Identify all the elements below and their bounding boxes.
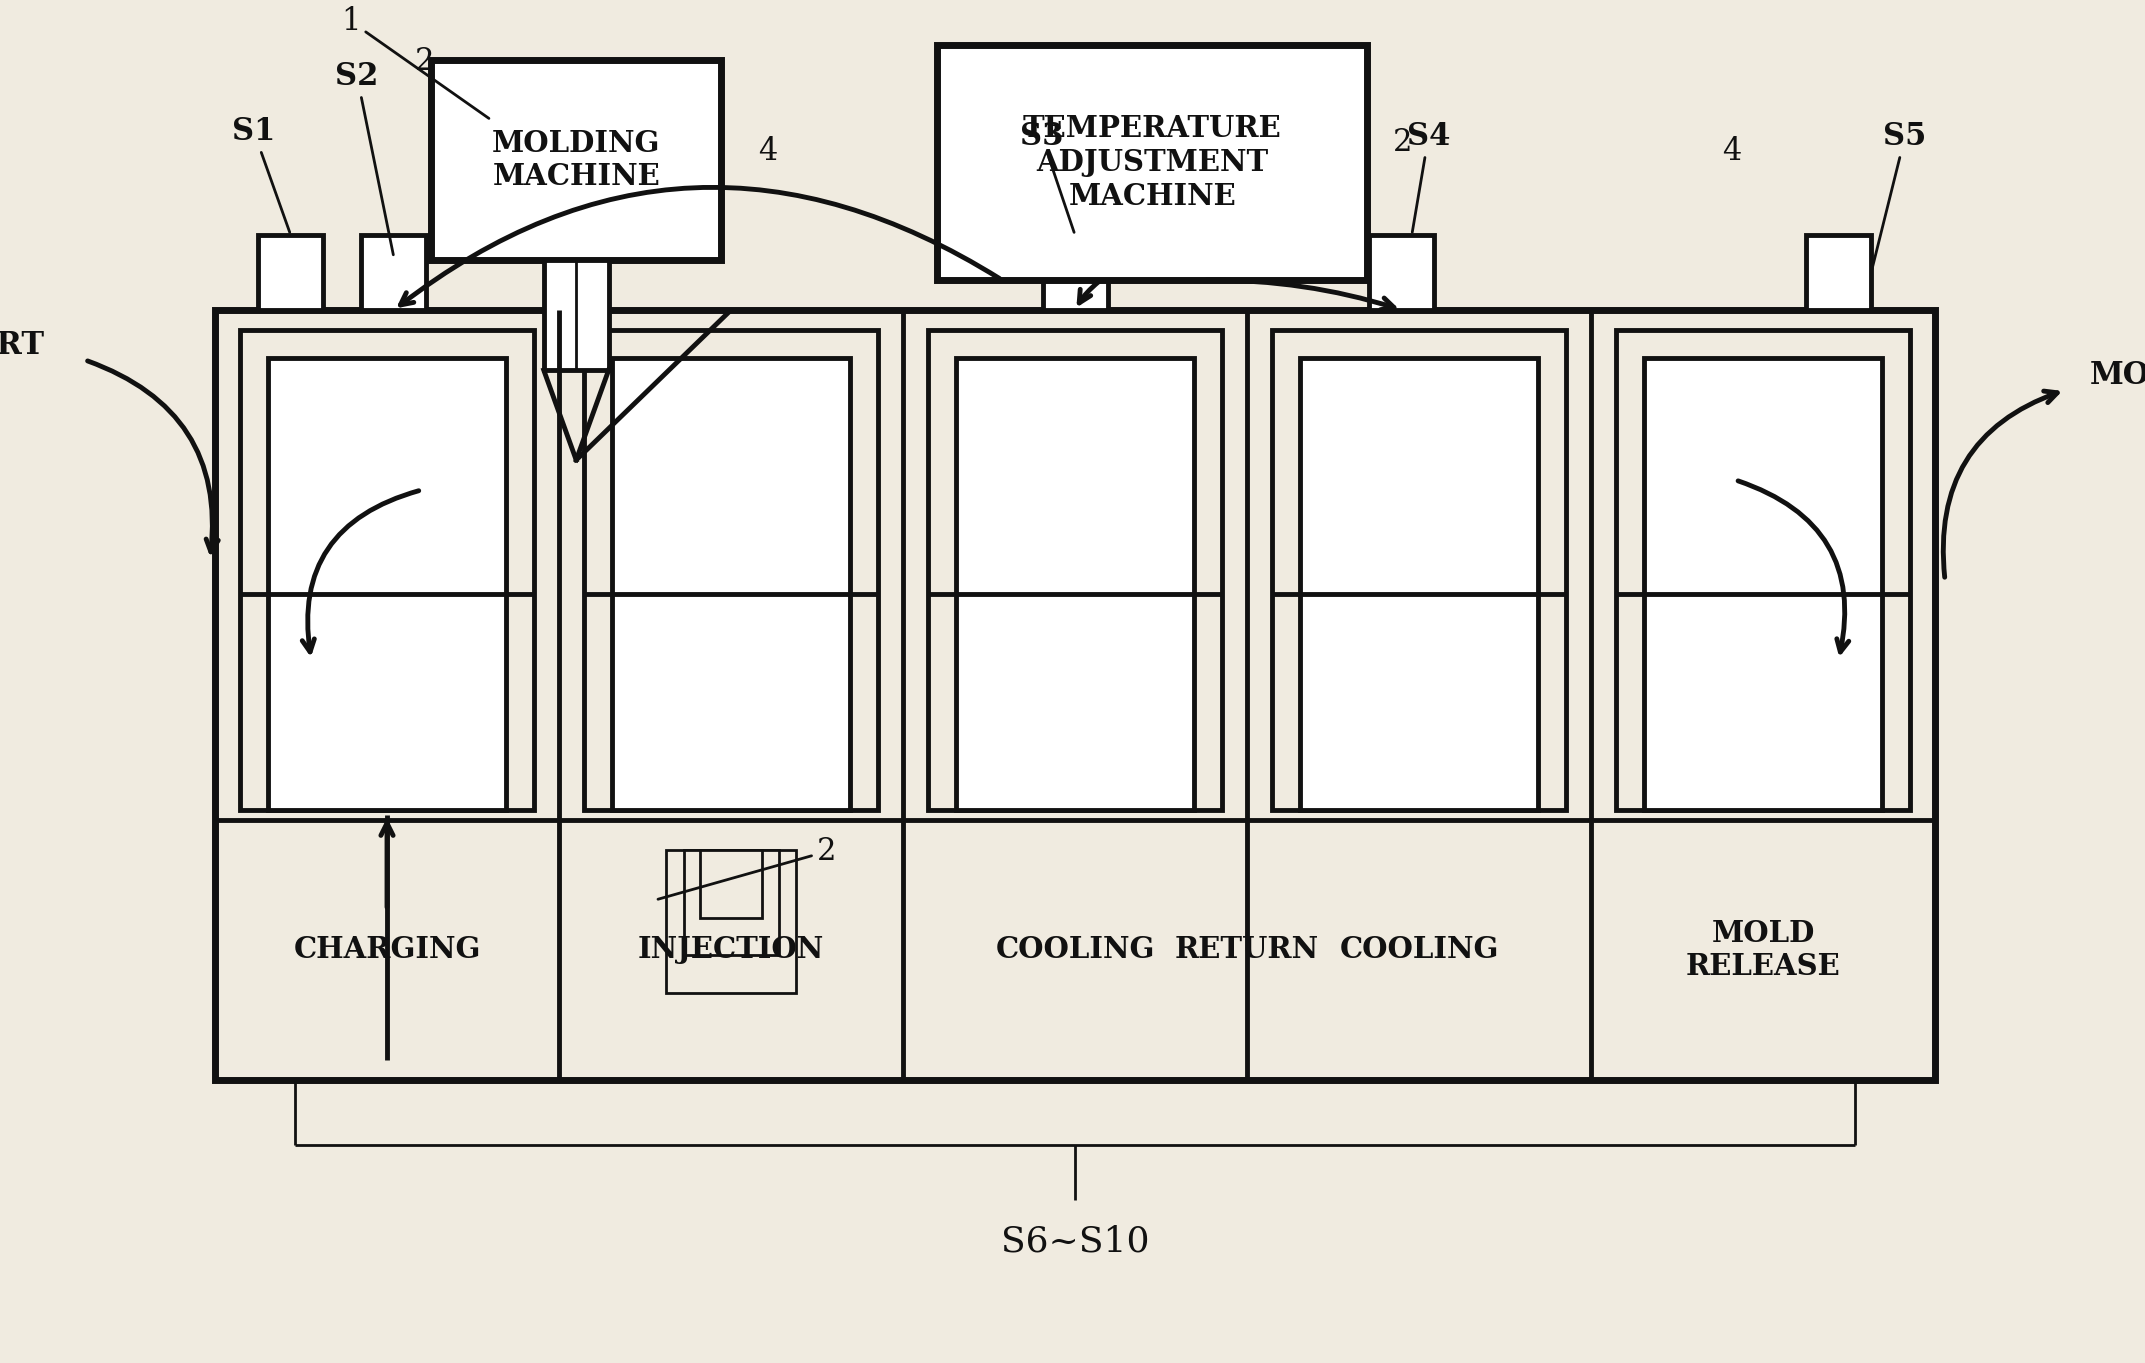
- Bar: [583, 330, 877, 810]
- Text: 4: 4: [759, 136, 779, 168]
- Text: MOLDING: MOLDING: [2089, 360, 2145, 391]
- Bar: [665, 851, 796, 994]
- Bar: [257, 234, 324, 309]
- Bar: [1272, 330, 1566, 810]
- Text: S2: S2: [335, 61, 393, 255]
- Text: CHARGING: CHARGING: [294, 935, 480, 965]
- Text: INJECTION: INJECTION: [637, 935, 824, 965]
- Bar: [937, 45, 1366, 279]
- Bar: [268, 358, 506, 810]
- Text: S6~S10: S6~S10: [1002, 1225, 1150, 1259]
- Text: COOLING: COOLING: [995, 935, 1154, 965]
- Bar: [1806, 234, 1870, 309]
- Bar: [1615, 330, 1909, 810]
- Bar: [360, 234, 427, 309]
- Text: 2: 2: [414, 46, 433, 76]
- Text: TEMPERATURE
ADJUSTMENT
MACHINE: TEMPERATURE ADJUSTMENT MACHINE: [1023, 114, 1283, 211]
- Bar: [684, 851, 779, 954]
- Text: S5: S5: [1873, 121, 1926, 270]
- Bar: [699, 851, 761, 919]
- Text: S4: S4: [1407, 121, 1450, 232]
- Bar: [957, 358, 1195, 810]
- Text: INSERT: INSERT: [0, 330, 45, 360]
- Text: COOLING: COOLING: [1338, 935, 1499, 965]
- Text: 2: 2: [1392, 127, 1411, 158]
- Bar: [1369, 234, 1435, 309]
- Bar: [611, 358, 849, 810]
- Text: 2: 2: [659, 836, 837, 900]
- Bar: [929, 330, 1223, 810]
- Bar: [543, 260, 609, 369]
- Bar: [1042, 234, 1107, 309]
- Bar: [214, 309, 1935, 1079]
- Text: 4: 4: [1722, 136, 1742, 168]
- Bar: [1643, 358, 1881, 810]
- Text: RETURN: RETURN: [1175, 935, 1319, 965]
- Bar: [1300, 358, 1538, 810]
- Text: S3: S3: [1021, 121, 1075, 232]
- Text: MOLDING
MACHINE: MOLDING MACHINE: [491, 128, 661, 191]
- Text: MOLD
RELEASE: MOLD RELEASE: [1686, 919, 1840, 981]
- Text: 1: 1: [341, 5, 489, 119]
- Text: S1: S1: [232, 116, 290, 232]
- Bar: [431, 60, 721, 260]
- Bar: [240, 330, 534, 810]
